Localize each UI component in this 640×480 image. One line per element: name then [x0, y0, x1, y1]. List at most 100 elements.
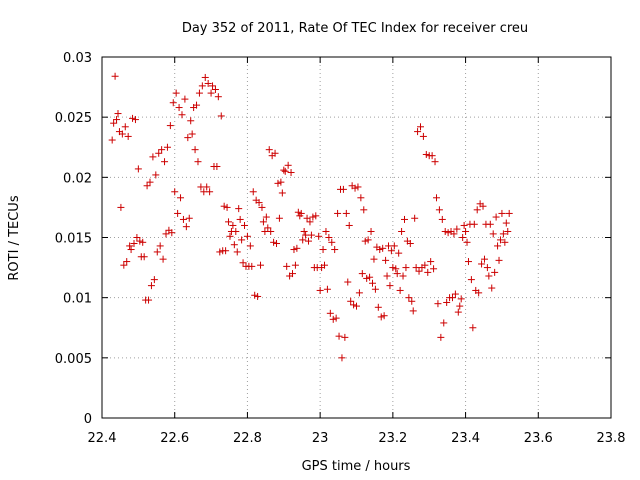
data-point — [184, 134, 192, 142]
data-point — [232, 227, 240, 235]
data-point — [177, 194, 185, 202]
data-point — [498, 209, 506, 217]
data-point — [278, 189, 286, 197]
data-point — [289, 270, 297, 278]
data-point — [435, 206, 443, 214]
data-point — [332, 314, 340, 322]
data-point — [448, 294, 456, 302]
data-point — [432, 194, 440, 202]
data-point — [453, 225, 461, 233]
data-point — [387, 247, 395, 255]
data-point — [392, 265, 400, 273]
data-point — [255, 199, 263, 207]
data-point — [366, 273, 374, 281]
data-point — [339, 185, 347, 193]
data-point — [185, 214, 193, 222]
data-point — [358, 270, 366, 278]
data-point — [204, 79, 212, 87]
data-point — [399, 272, 407, 280]
data-point — [172, 89, 180, 97]
data-point — [502, 219, 510, 227]
data-point — [428, 152, 436, 160]
data-point — [203, 183, 211, 191]
data-point — [486, 220, 494, 228]
data-point — [239, 259, 247, 267]
y-tick-label: 0.025 — [55, 111, 92, 126]
data-point — [488, 284, 496, 292]
data-point — [270, 238, 278, 246]
data-point — [275, 214, 283, 222]
data-point — [284, 161, 292, 169]
data-point — [198, 82, 206, 90]
data-point — [113, 116, 121, 124]
data-point — [364, 236, 372, 244]
data-point — [299, 236, 307, 244]
data-point — [169, 99, 177, 107]
data-point — [438, 215, 446, 223]
x-tick-label: 23.6 — [524, 431, 553, 446]
data-point — [408, 297, 416, 305]
data-point — [335, 332, 343, 340]
data-point — [483, 264, 491, 272]
data-point — [283, 262, 291, 270]
data-point — [130, 240, 138, 248]
data-point — [236, 215, 244, 223]
data-point — [188, 130, 196, 138]
data-point — [350, 301, 358, 309]
data-point — [419, 132, 427, 140]
data-point — [409, 307, 417, 315]
data-point — [134, 165, 142, 173]
data-point — [222, 247, 230, 255]
data-point — [290, 246, 298, 254]
data-point — [120, 261, 128, 269]
data-point — [480, 255, 488, 263]
data-point — [402, 264, 410, 272]
data-point — [380, 312, 388, 320]
data-point — [150, 276, 158, 284]
data-point — [140, 253, 148, 261]
data-point — [504, 227, 512, 235]
data-point — [406, 240, 414, 248]
data-point — [174, 209, 182, 217]
chart-title: Day 352 of 2011, Rate Of TEC Index for r… — [182, 21, 528, 36]
data-point — [450, 230, 458, 238]
data-point — [389, 264, 397, 272]
data-point — [267, 227, 275, 235]
data-point — [309, 213, 317, 221]
data-point — [123, 258, 131, 266]
data-point — [287, 169, 295, 177]
data-point — [249, 188, 257, 196]
data-point — [194, 158, 202, 166]
data-point — [259, 218, 267, 226]
data-point — [306, 218, 314, 226]
data-point — [271, 149, 279, 157]
data-point — [405, 294, 413, 302]
data-point — [147, 282, 155, 290]
y-tick-label: 0.015 — [55, 232, 92, 247]
data-point — [469, 324, 477, 332]
data-point — [323, 285, 331, 293]
data-point — [294, 208, 302, 216]
data-point — [262, 213, 270, 221]
data-point — [153, 248, 161, 256]
data-point — [254, 292, 262, 300]
data-point — [216, 248, 224, 256]
data-point — [281, 167, 289, 175]
data-point — [166, 122, 174, 130]
data-point — [460, 221, 468, 229]
data-point — [129, 114, 137, 122]
data-point — [355, 289, 363, 297]
data-point — [238, 236, 246, 244]
data-point — [220, 202, 228, 210]
data-point — [501, 238, 509, 246]
data-point — [370, 255, 378, 263]
data-point — [156, 242, 164, 250]
data-point — [363, 274, 371, 282]
data-point — [361, 237, 369, 245]
data-point — [411, 214, 419, 222]
x-tick-label: 22.6 — [160, 431, 189, 446]
y-tick-label: 0.01 — [63, 292, 92, 307]
data-point — [181, 95, 189, 103]
